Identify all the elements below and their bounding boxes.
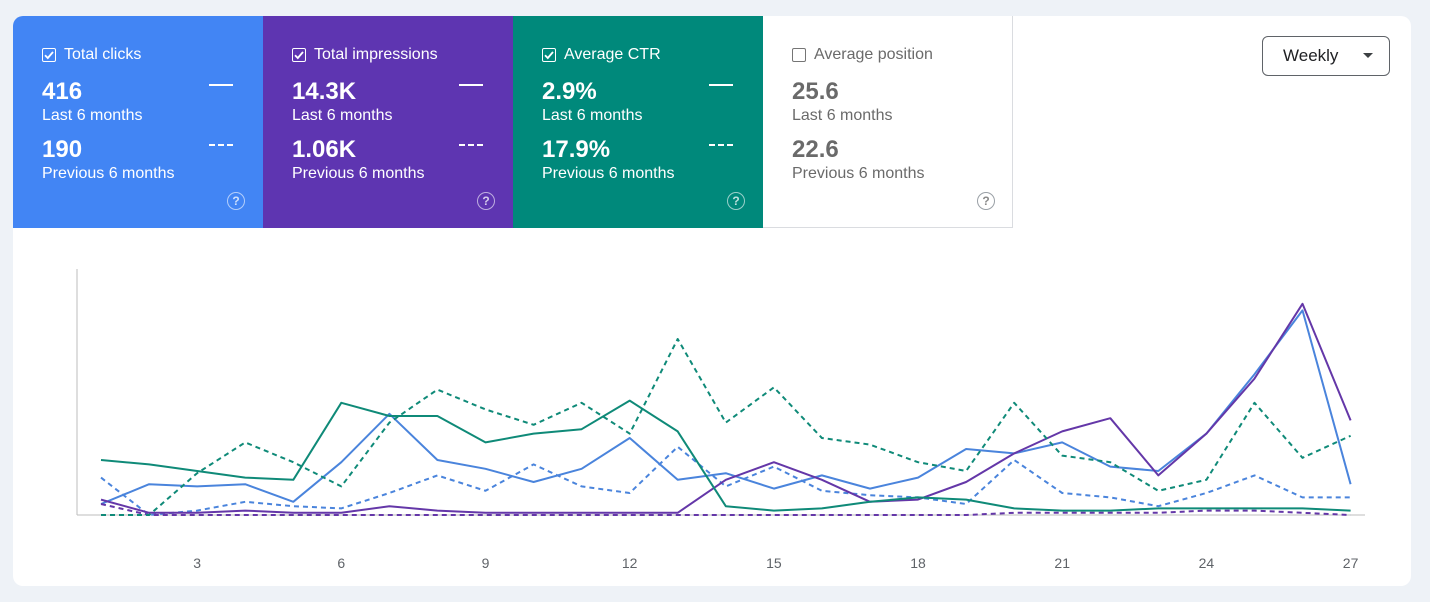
help-icon[interactable]: ? [727, 192, 745, 210]
performance-card: Total clicks 416 Last 6 months 190 Previ… [13, 16, 1411, 586]
metric-period: Last 6 months [542, 107, 643, 124]
x-tick-label: 21 [1054, 555, 1070, 571]
metric-prev-period: Previous 6 months [42, 165, 175, 182]
caret-down-icon [1363, 53, 1373, 58]
checkbox-icon[interactable] [792, 48, 806, 62]
metric-prev-period: Previous 6 months [792, 165, 925, 182]
granularity-selected: Weekly [1283, 46, 1339, 65]
x-tick-label: 27 [1343, 555, 1359, 571]
checkbox-icon[interactable] [292, 48, 306, 62]
solid-line-legend-icon [709, 84, 733, 86]
metric-prev-value: 190 [42, 136, 83, 163]
help-icon[interactable]: ? [227, 192, 245, 210]
series-line-impressions-current [100, 302, 1352, 514]
x-tick-label: 24 [1199, 555, 1215, 571]
performance-line-chart: 3 6 9 12 15 18 21 24 27 [76, 269, 1365, 571]
metric-label: Average CTR [564, 46, 661, 63]
x-tick-label: 15 [766, 555, 782, 571]
dashed-line-legend-icon [709, 144, 733, 146]
metric-prev-value: 17.9% [542, 136, 611, 163]
metric-prev-value: 22.6 [792, 136, 839, 163]
solid-line-legend-icon [459, 84, 483, 86]
series-line-clicks-previous [100, 445, 1351, 516]
dashed-line-legend-icon [209, 144, 233, 146]
metric-period: Last 6 months [792, 107, 893, 124]
metric-value: 416 [42, 78, 83, 105]
metric-value: 2.9% [542, 78, 597, 105]
x-tick-label: 18 [910, 555, 926, 571]
metric-period: Last 6 months [42, 107, 143, 124]
series-line-ctr-previous [101, 338, 1352, 516]
metric-tile-average-ctr[interactable]: Average CTR 2.9% Last 6 months 17.9% Pre… [513, 16, 763, 228]
x-tick-label: 3 [193, 555, 201, 571]
metric-prev-value: 1.06K [292, 136, 357, 163]
series-line-ctr-current [100, 399, 1351, 512]
checkbox-icon[interactable] [42, 48, 56, 62]
series-line-clicks-current [100, 309, 1352, 505]
metric-prev-period: Previous 6 months [542, 165, 675, 182]
metric-tile-average-position[interactable]: Average position 25.6 Last 6 months 22.6… [763, 16, 1013, 228]
metric-label: Average position [814, 46, 933, 63]
help-icon[interactable]: ? [977, 192, 995, 210]
metric-tile-total-clicks[interactable]: Total clicks 416 Last 6 months 190 Previ… [13, 16, 263, 228]
checkbox-icon[interactable] [542, 48, 556, 62]
dashed-line-legend-icon [459, 144, 483, 146]
metric-value: 25.6 [792, 78, 839, 105]
metric-label: Total impressions [314, 46, 438, 63]
granularity-dropdown[interactable]: Weekly [1262, 36, 1390, 76]
metric-tiles: Total clicks 416 Last 6 months 190 Previ… [13, 16, 1013, 228]
solid-line-legend-icon [209, 84, 233, 86]
x-tick-label: 6 [337, 555, 345, 571]
metric-prev-period: Previous 6 months [292, 165, 425, 182]
x-tick-label: 12 [622, 555, 638, 571]
metric-tile-total-impressions[interactable]: Total impressions 14.3K Last 6 months 1.… [263, 16, 513, 228]
x-tick-label: 9 [482, 555, 490, 571]
metric-period: Last 6 months [292, 107, 393, 124]
metric-value: 14.3K [292, 78, 357, 105]
help-icon[interactable]: ? [477, 192, 495, 210]
metric-label: Total clicks [64, 46, 142, 63]
series-line-impressions-previous [100, 503, 1351, 516]
